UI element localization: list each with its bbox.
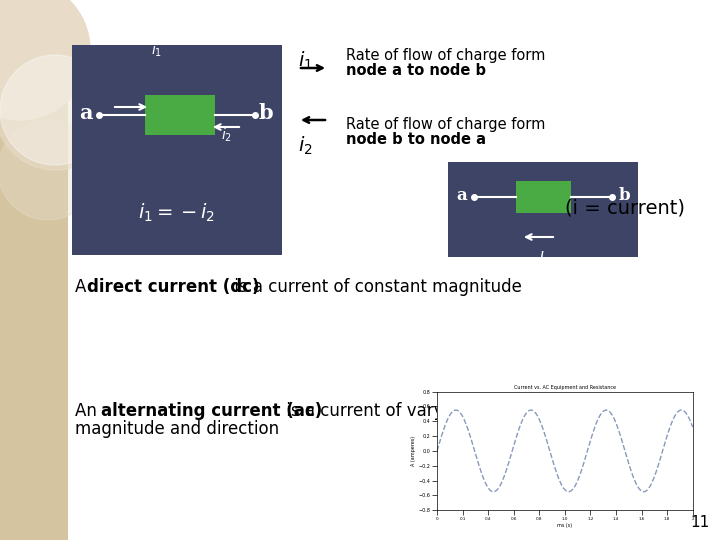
Text: direct current (dc): direct current (dc) (87, 278, 259, 296)
Text: $i_1 = -i_2$: $i_1 = -i_2$ (138, 202, 215, 224)
Text: $i_2$: $i_2$ (222, 127, 233, 144)
Y-axis label: A (amperes): A (amperes) (411, 436, 416, 466)
Text: alternating current (ac): alternating current (ac) (101, 402, 323, 420)
Text: $i_1$: $i_1$ (298, 50, 312, 72)
Circle shape (0, 120, 98, 220)
Text: $l$: $l$ (538, 251, 544, 269)
Bar (0, 0, 68, 540)
Text: node a to node b: node a to node b (346, 63, 486, 78)
Circle shape (0, 50, 115, 170)
Bar (448, 162, 638, 257)
Text: Rate of flow of charge form: Rate of flow of charge form (346, 117, 550, 132)
Text: (i = current): (i = current) (565, 198, 685, 217)
Text: b: b (618, 186, 630, 204)
Bar (145, 95, 215, 135)
Text: is a current of constant magnitude: is a current of constant magnitude (229, 278, 522, 296)
Bar (72, 45, 282, 255)
Text: is a current of varying: is a current of varying (281, 402, 469, 420)
Text: b: b (258, 103, 274, 123)
Circle shape (0, 0, 90, 120)
Text: An: An (75, 402, 102, 420)
Text: node b to node a: node b to node a (346, 132, 486, 147)
X-axis label: ms (s): ms (s) (557, 523, 572, 528)
Text: A: A (75, 278, 91, 296)
Text: a: a (456, 186, 467, 204)
Text: $i_1$: $i_1$ (151, 42, 163, 59)
Text: Rate of flow of charge form: Rate of flow of charge form (346, 48, 550, 63)
Text: $i_2$: $i_2$ (298, 135, 312, 157)
Text: magnitude and direction: magnitude and direction (75, 420, 279, 438)
Circle shape (0, 55, 110, 165)
Bar (516, 181, 571, 213)
Title: Current vs. AC Equipment and Resistance: Current vs. AC Equipment and Resistance (514, 384, 616, 390)
Text: 11: 11 (690, 515, 710, 530)
Text: a: a (79, 103, 93, 123)
